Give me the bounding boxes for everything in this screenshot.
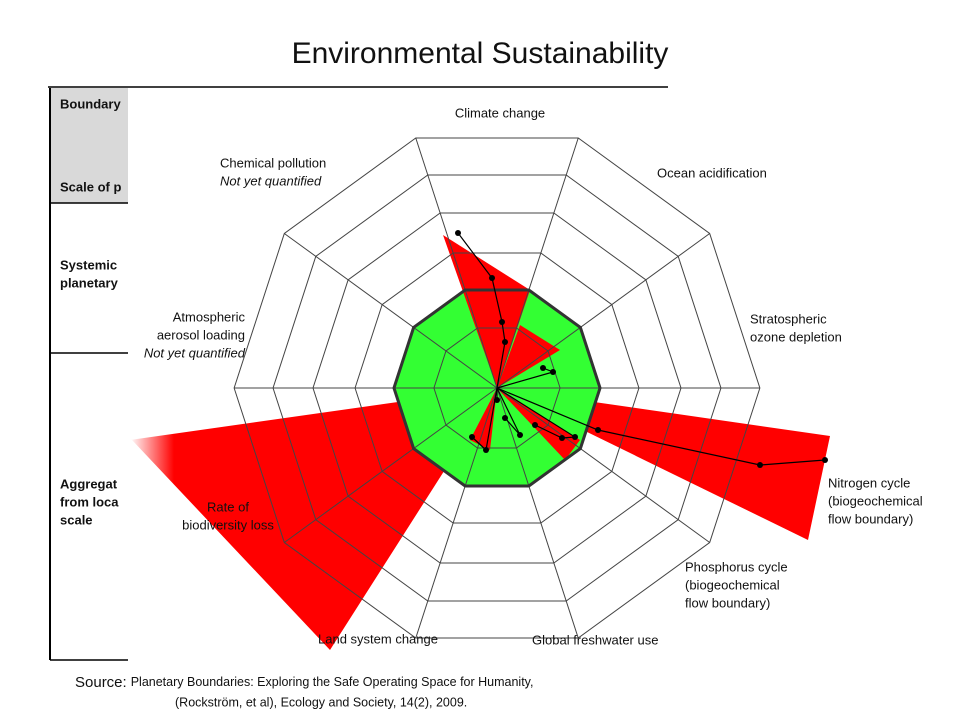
trace-dot [822,457,828,463]
table-cell: from loca [60,494,119,509]
web-spoke [496,137,579,389]
freshwater-wedge [470,388,497,450]
trace-dot [489,275,495,281]
table-header: Boundary [60,96,121,111]
trace-dot [550,369,556,375]
trace-dot [455,230,461,236]
web-spoke [496,387,579,639]
sector-label: Nitrogen cycle [828,475,910,490]
sector-labels: Climate change Ocean acidification Stratos… [144,105,923,647]
climate-wedge [443,235,530,388]
sector-label: Not yet quantified [220,173,322,188]
trace-dot [502,339,508,345]
biodiversity-wedge [130,388,497,650]
web-spoke [496,387,710,543]
sector-label: flow boundary) [828,511,913,526]
web-spoke [284,387,498,543]
table-cell: Aggregat [60,476,118,491]
sector-label: biodiversity loss [182,517,274,532]
sector-label: ozone depletion [750,329,842,344]
trace [496,387,826,466]
trace-dot [494,397,500,403]
sector-label: (biogeochemical [828,493,923,508]
sector-label: Land system change [318,631,438,646]
sector-label: Stratospheric [750,311,827,326]
sector-label: Rate of [207,499,249,514]
web-spoke [415,387,498,639]
trace-dot [483,447,489,453]
sector-label: Chemical pollution [220,155,326,170]
web-spoke [496,233,710,389]
table-header-cell [50,88,128,203]
trace-dot [502,415,508,421]
table-cell: Systemic [60,257,117,272]
sector-label: flow boundary) [685,595,770,610]
sector-label: Atmospheric [173,309,246,324]
boundaries-diagram [130,137,830,650]
source-prefix-text: Source: [75,674,127,691]
trace-dot [469,434,475,440]
trace-dot [499,319,505,325]
sector-label: Phosphorus cycle [685,559,788,574]
trace-dot [757,462,763,468]
source-line: Planetary Boundaries: Exploring the Safe… [131,675,534,689]
sector-label: Ocean acidification [657,165,767,180]
trace-dot [559,435,565,441]
source-prefix: Source: Planetary Boundaries: Exploring t… [75,674,533,691]
web-spoke [415,137,498,389]
trace-dot [517,432,523,438]
title: Environmental Sustainability [292,37,669,70]
trace-dot [595,427,601,433]
source-line: (Rockström, et al), Ecology and Society,… [175,695,467,709]
ocean-wedge [497,325,560,388]
trace-dot [540,365,546,371]
sector-label: Climate change [455,105,545,120]
safe-boundary [392,288,602,488]
table-header: Scale of p [60,179,121,194]
sector-label: Global freshwater use [532,632,658,647]
trace-dot [532,422,538,428]
sector-label: (biogeochemical [685,577,780,592]
phosphorus-wedge [497,388,580,460]
sector-label: Not yet quantified [144,345,246,360]
web-spoke [284,233,498,389]
sector-label: aerosol loading [157,327,245,342]
trace-dot [572,434,578,440]
table-cell: planetary [60,275,119,290]
trace [496,387,577,439]
table-cell: scale [60,512,93,527]
